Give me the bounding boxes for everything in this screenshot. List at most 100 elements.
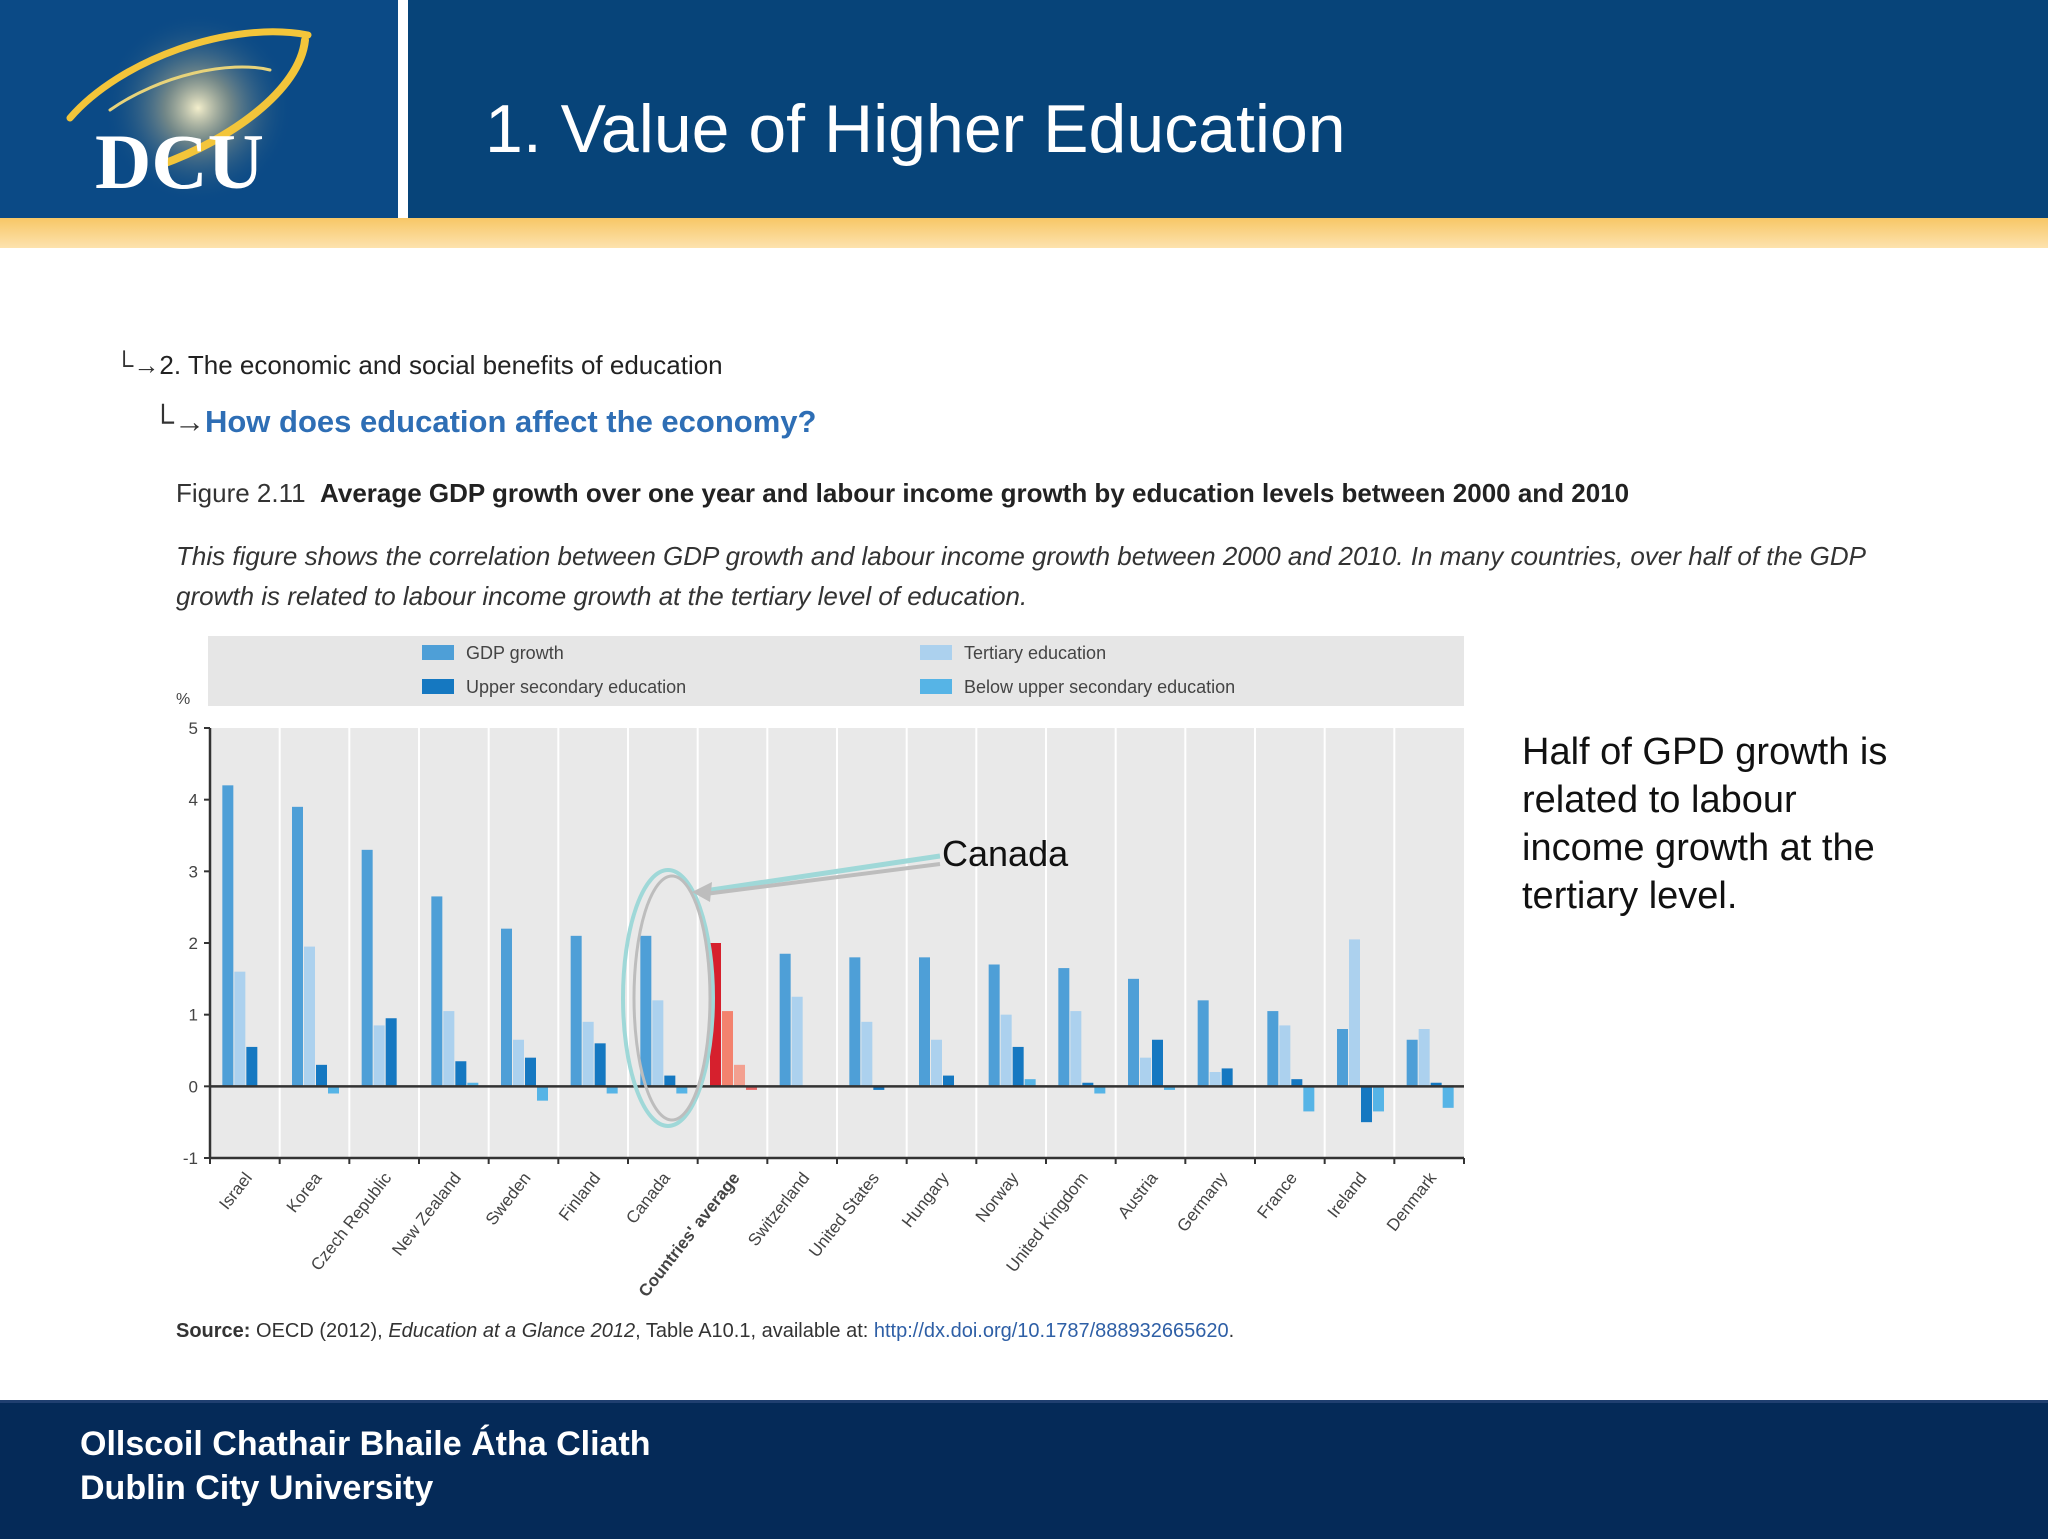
- x-tick-label: Denmark: [1383, 1168, 1441, 1234]
- bar-gdp-growth: [988, 964, 1000, 1087]
- annotation-arrow-shadow: [704, 862, 941, 896]
- bar-below-upper-secondary-education: [537, 1086, 548, 1101]
- x-tick-label: Korea: [283, 1168, 326, 1216]
- x-tick-label: Finland: [555, 1169, 604, 1225]
- breadcrumb-1-text: 2. The economic and social benefits of e…: [159, 350, 723, 380]
- legend-swatch: [422, 679, 454, 694]
- legend-swatch: [920, 679, 952, 694]
- bar-tertiary-education: [931, 1039, 942, 1087]
- bar-gdp-growth: [570, 935, 582, 1087]
- bars-group: [222, 785, 1454, 1123]
- x-tick-label: Germany: [1173, 1168, 1231, 1235]
- bar-tertiary-education: [1279, 1025, 1291, 1087]
- arrow-head-icon: [692, 882, 712, 902]
- bar-tertiary-education: [861, 1021, 873, 1087]
- y-tick-label: 5: [189, 719, 198, 738]
- bar-gdp-growth: [431, 896, 443, 1087]
- highlight-ellipse: [621, 868, 715, 1128]
- x-tick-label: Hungary: [898, 1168, 953, 1231]
- x-tick-label: Austria: [1114, 1168, 1162, 1222]
- bar-tertiary-education: [373, 1025, 385, 1087]
- bar-gdp-growth: [1128, 978, 1139, 1087]
- bar-below-upper-secondary-education: [1303, 1086, 1315, 1112]
- header-bar: DCU 1. Value of Higher Education: [0, 0, 2048, 218]
- x-tick-label: Israel: [215, 1169, 256, 1213]
- bar-gdp-growth: [361, 849, 373, 1087]
- bar-below-upper-secondary-education: [1373, 1086, 1384, 1112]
- bar-below-upper-secondary-education: [1442, 1086, 1454, 1108]
- bar-gdp-growth: [1337, 1029, 1348, 1087]
- source-line: Source: OECD (2012), Education at a Glan…: [176, 1320, 1234, 1343]
- legend-label: GDP growth: [466, 643, 564, 663]
- bar-gdp-growth: [849, 957, 861, 1087]
- bar-gdp-growth: [1058, 968, 1070, 1087]
- legend-swatch: [422, 645, 454, 660]
- bar-upper-secondary-education: [246, 1046, 258, 1087]
- source-label: Source:: [176, 1320, 251, 1342]
- footer-university-english: Dublin City University: [80, 1469, 434, 1507]
- source-link[interactable]: http://dx.doi.org/10.1787/888932665620: [873, 1320, 1229, 1342]
- bar-below-upper-secondary-education: [1024, 1079, 1036, 1087]
- bar-upper-secondary-education: [943, 1075, 954, 1087]
- x-tick-label: New Zealand: [388, 1169, 465, 1260]
- bar-tertiary-education: [443, 1011, 455, 1087]
- bar-upper-secondary-education: [455, 1061, 467, 1087]
- x-tick-label: Switzerland: [744, 1169, 813, 1250]
- header-divider: [398, 0, 408, 218]
- y-axis-unit: %: [176, 691, 190, 708]
- legend-label: Tertiary education: [964, 643, 1106, 663]
- bar-upper-secondary-education: [664, 1075, 676, 1087]
- bar-tertiary-education: [1349, 939, 1360, 1087]
- x-tick-label: Canada: [622, 1168, 674, 1227]
- bar-tertiary-education: [1140, 1057, 1151, 1087]
- bar-upper-secondary-education: [873, 1086, 885, 1090]
- footer-university-irish: Ollscoil Chathair Bhaile Átha Cliath: [80, 1425, 651, 1463]
- bar-upper-secondary-education: [525, 1057, 536, 1087]
- dcu-logo: DCU: [0, 0, 398, 218]
- bar-tertiary-education: [791, 996, 803, 1087]
- breadcrumb-2-text: How does education affect the economy?: [204, 404, 817, 439]
- bar-tertiary-education: [652, 1000, 664, 1087]
- bar-tertiary-education: [234, 971, 246, 1087]
- bar-tertiary-education: [1418, 1029, 1430, 1087]
- bar-below-upper-secondary-education: [328, 1086, 339, 1094]
- y-tick-label: 4: [189, 791, 198, 810]
- y-tick-labels: 5 4 3 2 1 0 -1: [183, 719, 210, 1168]
- x-tick-label: Sweden: [482, 1169, 535, 1229]
- y-tick-label: 0: [189, 1077, 198, 1096]
- legend-label: Upper secondary education: [466, 677, 686, 697]
- bar-gdp-growth: [1406, 1039, 1418, 1087]
- dcu-logo-graphic: DCU: [66, 13, 312, 205]
- bar-gdp-growth: [640, 935, 652, 1087]
- bar-gdp-growth: [1267, 1011, 1279, 1087]
- x-tick-label: Norway: [972, 1168, 1023, 1226]
- y-tick-label: 1: [189, 1006, 198, 1025]
- source-text-1: OECD (2012),: [256, 1320, 383, 1342]
- figure-label: Figure 2.11: [176, 478, 306, 508]
- bar-gdp-growth: [779, 953, 791, 1087]
- bar-below-upper-secondary-education: [746, 1086, 757, 1090]
- bar-tertiary-education: [1070, 1011, 1082, 1087]
- bar-upper-secondary-education: [316, 1064, 327, 1087]
- breadcrumb-arrow-icon: └→: [152, 404, 205, 439]
- y-tick-label: 3: [189, 862, 198, 881]
- x-tick-label: Ireland: [1324, 1169, 1371, 1222]
- bar-gdp-growth: [292, 806, 303, 1087]
- canada-annotation: Canada: [621, 833, 1069, 1128]
- annotation-arrow: [697, 853, 941, 895]
- bar-gdp-growth: [222, 785, 234, 1087]
- bar-below-upper-secondary-education: [467, 1082, 479, 1087]
- bar-upper-secondary-education: [385, 1018, 397, 1087]
- bar-tertiary-education: [513, 1039, 524, 1087]
- footer-bar: Ollscoil Chathair Bhaile Átha Cliath Dub…: [0, 1400, 2048, 1539]
- breadcrumb-arrow-icon: └→: [115, 350, 160, 380]
- breadcrumb-level-2: └→How does education affect the economy?: [152, 404, 816, 440]
- x-tick-label: United States: [805, 1169, 883, 1261]
- annotation-label: Canada: [942, 833, 1069, 874]
- bar-tertiary-education: [304, 946, 315, 1087]
- figure-description: This figure shows the correlation betwee…: [176, 541, 1866, 611]
- bar-upper-secondary-education: [1291, 1079, 1303, 1087]
- bar-below-upper-secondary-education: [1094, 1086, 1106, 1094]
- bar-upper-secondary-education: [1012, 1046, 1024, 1087]
